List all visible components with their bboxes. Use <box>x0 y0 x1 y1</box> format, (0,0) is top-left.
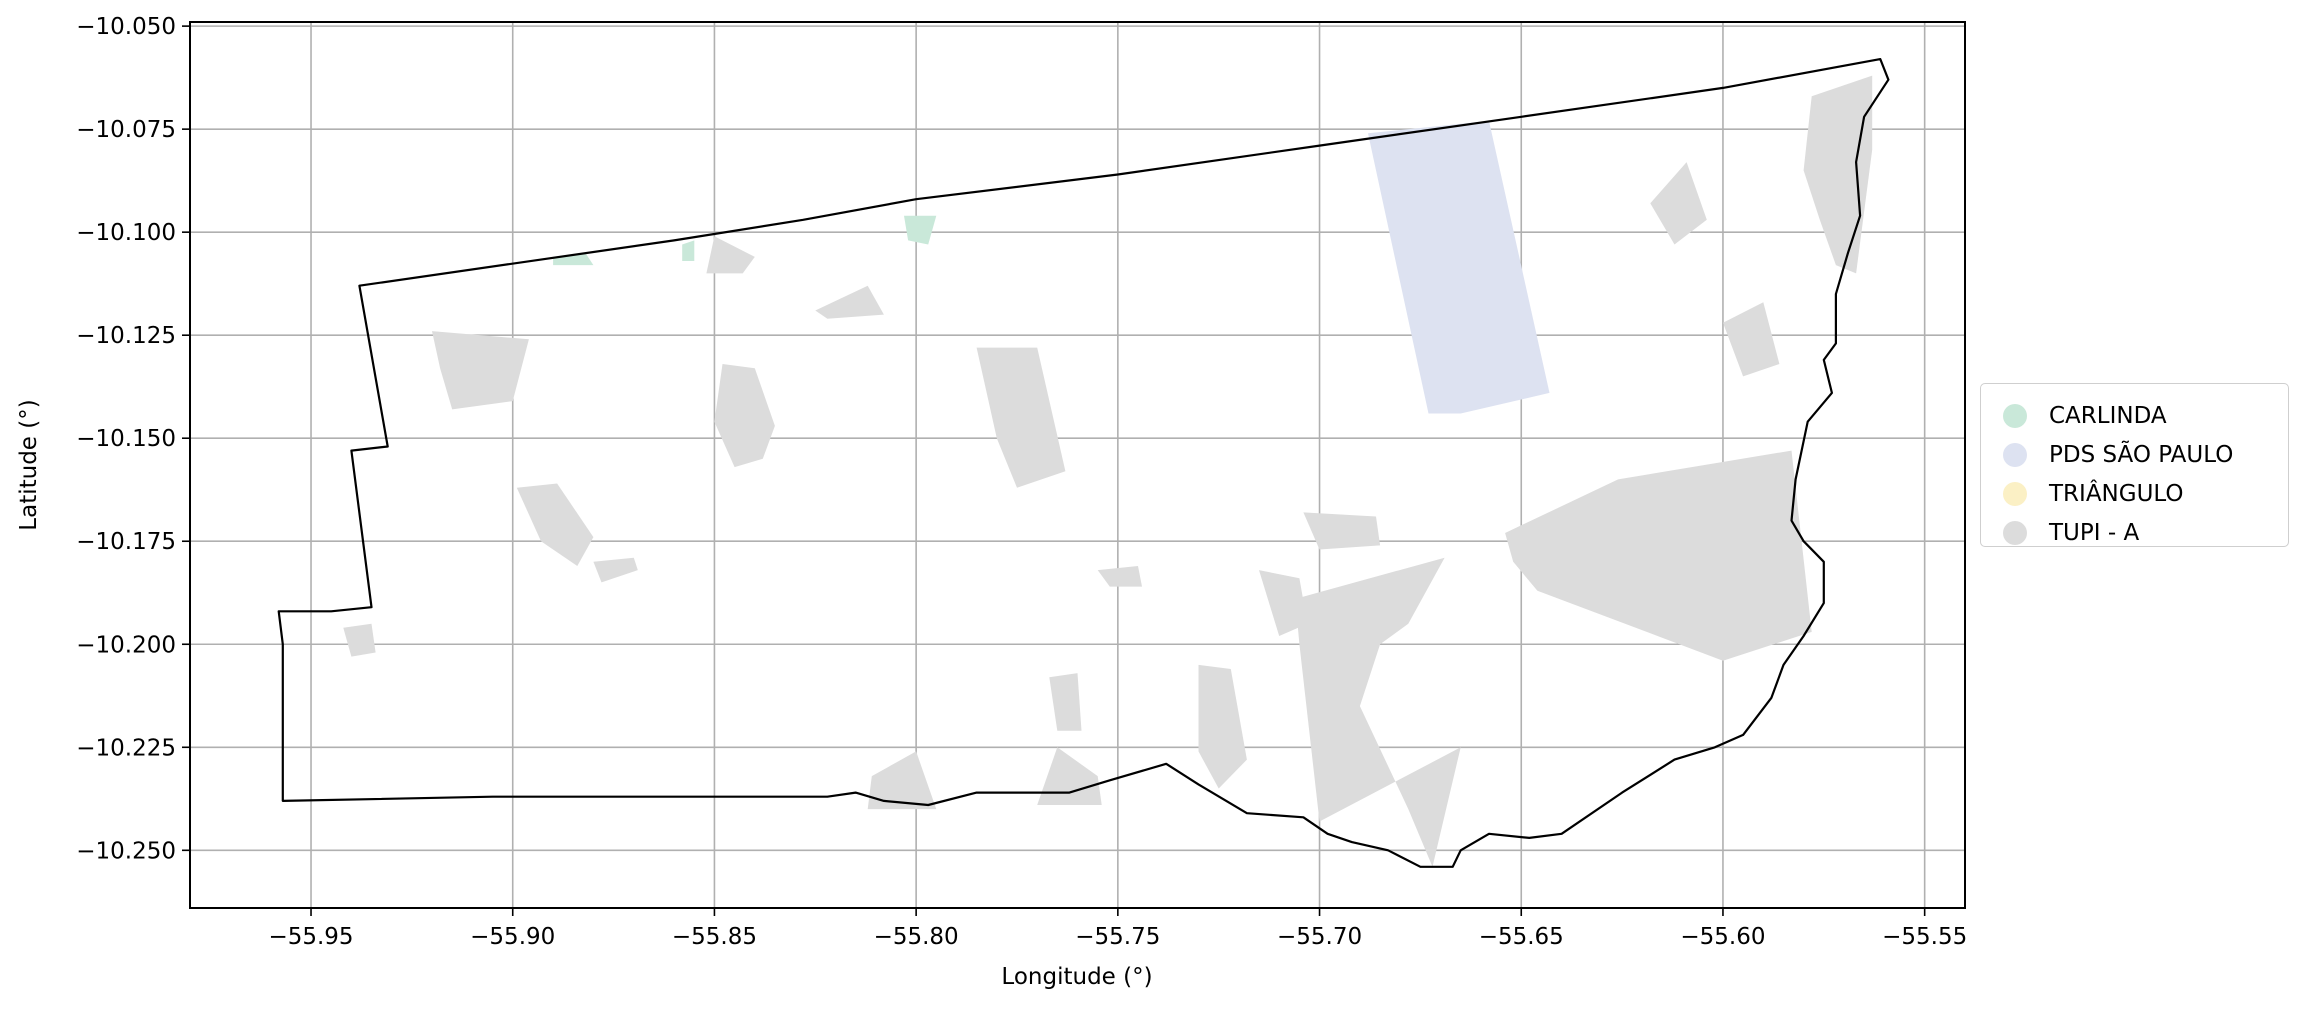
carlinda-polygon <box>904 215 937 245</box>
x-tick-label: −55.65 <box>1479 924 1564 950</box>
tupi-a-polygon <box>706 236 755 274</box>
legend-label: CARLINDA <box>2049 403 2167 429</box>
tupi-a-polygon <box>714 364 775 468</box>
tupi-a-polygon <box>343 623 376 657</box>
plot-frame <box>189 21 1966 909</box>
x-tick-label: −55.95 <box>268 924 353 950</box>
legend-marker-pds-sao-paulo <box>2003 443 2027 467</box>
y-tick-label: −10.050 <box>76 14 176 40</box>
legend-item-pds-sao-paulo: PDS SÃO PAULO <box>1981 436 2288 474</box>
legend-item-triangulo: TRIÂNGULO <box>1981 475 2288 513</box>
y-axis-title: Latitude (°) <box>16 399 42 530</box>
tupi-a-polygon <box>815 285 884 319</box>
y-axis-ticks: −10.050 −10.075 −10.100 −10.125 −10.150 −10.1… <box>76 14 190 864</box>
tupi-a-polygon <box>976 347 1066 488</box>
tupi-a-polygon <box>516 483 594 566</box>
tupi-a-polygon <box>1037 747 1102 805</box>
tupi-a-polygon <box>1723 302 1780 377</box>
grid-lines <box>190 22 1965 908</box>
legend-label: TRIÂNGULO <box>2049 481 2184 507</box>
tupi-a-polygon <box>1295 557 1461 867</box>
x-axis-ticks: −55.95 −55.90 −55.85 −55.80 −55.75 −55.70 −55.… <box>268 908 1967 950</box>
y-tick-label: −10.075 <box>76 117 176 143</box>
tupi-a-polygon <box>1650 162 1707 245</box>
x-tick-label: −55.90 <box>470 924 555 950</box>
tupi-a-polygon <box>1303 512 1381 550</box>
x-tick-label: −55.70 <box>1277 924 1362 950</box>
legend-marker-carlinda <box>2003 404 2027 428</box>
tupi-a-polygon <box>1049 673 1082 731</box>
legend-item-carlinda: CARLINDA <box>1981 397 2288 435</box>
legend-marker-tupi-a <box>2003 521 2027 545</box>
tupi-a-polygon <box>593 557 638 583</box>
x-tick-label: −55.75 <box>1075 924 1160 950</box>
y-tick-label: −10.175 <box>76 529 176 555</box>
tupi-a-polygon <box>867 751 937 810</box>
x-tick-label: −55.55 <box>1882 924 1967 950</box>
municipal-boundary <box>277 57 1890 868</box>
x-axis-title: Longitude (°) <box>1001 964 1152 990</box>
boundary-outline <box>277 57 1890 868</box>
x-tick-label: −55.85 <box>672 924 757 950</box>
tupi-a-polygon <box>1198 664 1247 789</box>
x-tick-label: −55.80 <box>874 924 959 950</box>
legend-label: PDS SÃO PAULO <box>2049 442 2234 468</box>
y-tick-label: −10.225 <box>76 735 176 761</box>
legend: CARLINDA PDS SÃO PAULO TRIÂNGULO TUPI - … <box>1980 383 2289 547</box>
legend-label: TUPI - A <box>2049 520 2140 546</box>
y-tick-label: −10.125 <box>76 323 176 349</box>
legend-item-tupi-a: TUPI - A <box>1981 514 2288 552</box>
y-tick-label: −10.100 <box>76 220 176 246</box>
pds-sao-paulo-polygon <box>1368 120 1550 414</box>
y-tick-label: −10.250 <box>76 838 176 864</box>
tupi-a-polygon <box>1097 566 1142 587</box>
x-tick-label: −55.60 <box>1680 924 1765 950</box>
tupi-a-polygon <box>1259 570 1308 636</box>
tupi-a-polygon <box>432 331 529 410</box>
tupi-a-polygon <box>1803 75 1873 274</box>
tupi-a-polygon <box>1505 450 1812 661</box>
y-tick-label: −10.200 <box>76 632 176 658</box>
y-tick-label: −10.150 <box>76 426 176 452</box>
property-polygons <box>343 75 1873 867</box>
legend-marker-triangulo <box>2003 482 2027 506</box>
carlinda-polygon <box>682 240 695 261</box>
